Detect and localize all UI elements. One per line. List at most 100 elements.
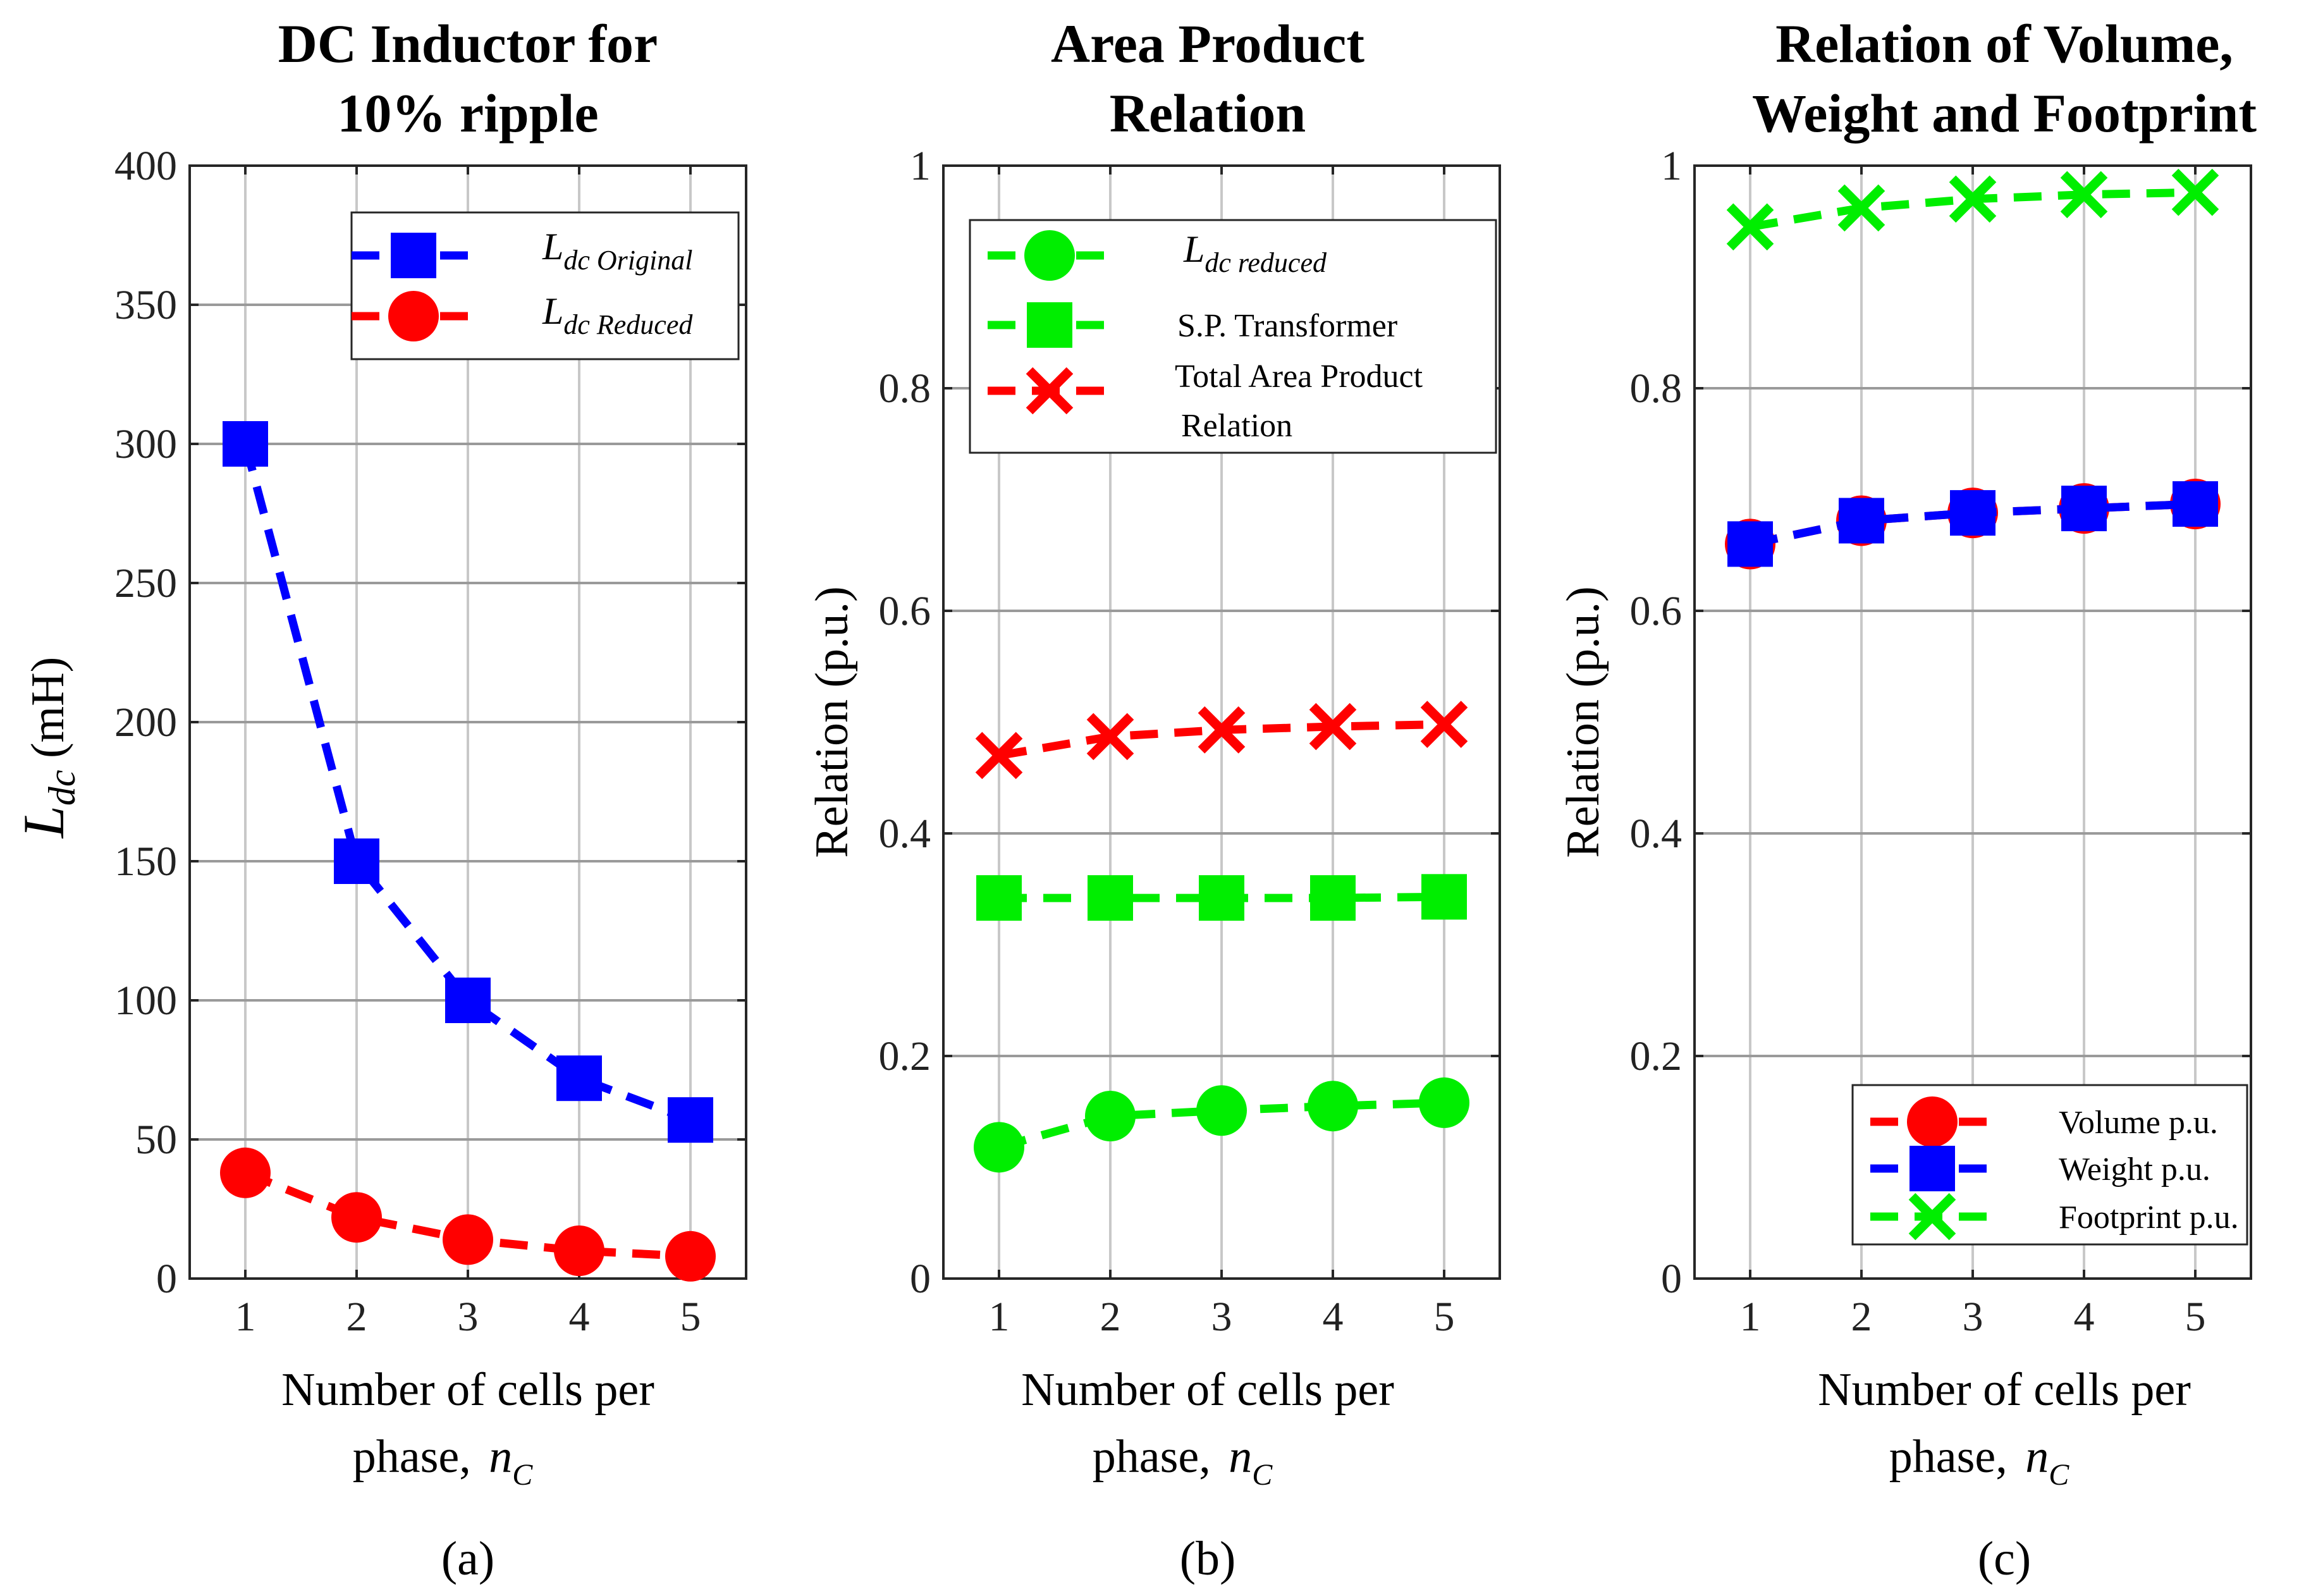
series-1	[974, 1077, 1469, 1173]
x-axis-label-line2: phase, nC	[1889, 1431, 2070, 1492]
y-tick-label: 50	[135, 1117, 177, 1163]
data-point	[1419, 1077, 1469, 1128]
y-tick-label: 350	[114, 282, 177, 328]
data-point	[1837, 184, 1885, 232]
x-tick-label: 3	[1211, 1294, 1232, 1340]
data-point	[974, 1122, 1024, 1173]
x-tick-label: 5	[1434, 1294, 1455, 1340]
x-axis-label-line2: phase, nC	[1093, 1431, 1273, 1492]
data-point	[1950, 490, 1995, 536]
legend: Ldc reduced S.P. Transformer Total Area Pr…	[969, 219, 1497, 454]
data-point	[1839, 498, 1884, 544]
y-axis-label: Relation (p.u.)	[1557, 586, 1609, 858]
y-tick-label: 0.4	[879, 811, 931, 857]
y-tick-label: 1	[1661, 143, 1682, 189]
y-tick-label: 250	[114, 560, 177, 606]
x-tick-label: 4	[2074, 1294, 2095, 1340]
chart-panel-3: 1 2 3 4 5 0 0.2 0.4 0.6 0.8 1 Relation of Volume, We…	[1557, 13, 2257, 1585]
series-2	[976, 874, 1467, 921]
data-point	[445, 978, 491, 1023]
panel-caption: (b)	[1180, 1532, 1236, 1585]
ticks: 1 2 3 4 5 0 0.2 0.4 0.6 0.8 1	[1630, 143, 2251, 1340]
data-point	[1949, 175, 1997, 223]
data-point	[220, 1147, 271, 1198]
x-tick-label: 1	[989, 1294, 1010, 1340]
legend-label: Footprint p.u.	[2059, 1200, 2239, 1236]
panel-caption: (a)	[441, 1532, 494, 1585]
y-tick-label: 400	[114, 143, 177, 189]
x-tick-label: 2	[1851, 1294, 1872, 1340]
legend-label: S.P. Transformer	[1177, 308, 1397, 344]
y-tick-label: 0.8	[1630, 365, 1683, 412]
data-point	[1196, 1085, 1247, 1136]
x-tick-label: 5	[2185, 1294, 2206, 1340]
x-tick-label: 4	[1323, 1294, 1344, 1340]
data-point	[1199, 875, 1244, 921]
data-point	[665, 1231, 716, 1282]
data-point	[668, 1097, 713, 1143]
legend-label: Volume p.u.	[2059, 1105, 2218, 1141]
legend-label: Ldc Reduced	[542, 290, 693, 340]
y-tick-label: 0.8	[879, 365, 931, 412]
y-tick-label: 0.2	[1630, 1033, 1683, 1079]
data-point	[2171, 168, 2219, 216]
y-tick-label: 300	[114, 421, 177, 467]
data-point	[1726, 203, 1774, 251]
data-point	[975, 732, 1023, 780]
legend-marker	[1024, 230, 1075, 281]
legend-label: Ldc Original	[542, 226, 692, 276]
x-tick-label: 3	[458, 1294, 479, 1340]
x-axis-label-line1: Number of cells per	[1818, 1364, 2191, 1416]
x-axis-label-line2: phase, nC	[353, 1431, 534, 1492]
x-tick-label: 4	[569, 1294, 590, 1340]
chart-title-line2: Relation	[1110, 83, 1306, 144]
series-3	[975, 701, 1468, 780]
x-tick-label: 2	[1100, 1294, 1121, 1340]
data-point	[331, 1192, 382, 1243]
series-1	[223, 421, 713, 1143]
ticks: 1 2 3 4 5 0 0.2 0.4 0.6 0.8 1	[879, 143, 1500, 1340]
y-tick-label: 0.6	[879, 588, 931, 634]
chart-panel-2: 1 2 3 4 5 0 0.2 0.4 0.6 0.8 1 Area Product Relation N…	[806, 13, 1501, 1585]
data-point	[1308, 1081, 1358, 1132]
legend-label: Ldc reduced	[1183, 228, 1327, 278]
y-tick-label: 0	[156, 1256, 177, 1302]
chart-title-line1: Area Product	[1051, 13, 1364, 74]
x-tick-label: 1	[235, 1294, 256, 1340]
data-point	[1420, 701, 1468, 748]
chart-title-line2: Weight and Footprint	[1752, 83, 2257, 144]
data-point	[2061, 486, 2107, 532]
y-tick-label: 150	[114, 838, 177, 885]
x-tick-label: 5	[680, 1294, 701, 1340]
y-tick-label: 1	[910, 143, 931, 189]
legend-marker	[1908, 1193, 1956, 1241]
x-axis-label-line1: Number of cells per	[1021, 1364, 1394, 1416]
y-tick-label: 0	[910, 1256, 931, 1302]
data-point	[443, 1214, 493, 1265]
legend-marker	[1907, 1096, 1958, 1147]
series-3	[1726, 168, 2219, 251]
data-point	[1085, 1091, 1136, 1142]
chart-title-line1: Relation of Volume,	[1775, 13, 2233, 74]
panel-caption: (c)	[1978, 1532, 2031, 1585]
data-point	[1727, 521, 1773, 567]
chart-title-line2: 10% ripple	[337, 83, 598, 144]
x-axis-label-line1: Number of cells per	[281, 1364, 654, 1416]
data-point	[1309, 703, 1357, 751]
data-point	[1310, 875, 1356, 921]
y-axis-label: Relation (p.u.)	[806, 586, 858, 858]
x-tick-label: 1	[1740, 1294, 1761, 1340]
data-point	[976, 875, 1022, 921]
data-point	[2060, 171, 2108, 219]
data-point	[334, 838, 379, 884]
legend-marker	[388, 291, 439, 341]
data-point	[1421, 874, 1467, 920]
series-2	[1727, 481, 2218, 567]
legend: Volume p.u. Weight p.u. Footprint p.u.	[1851, 1084, 2248, 1246]
data-point	[1086, 713, 1134, 761]
legend-marker	[391, 233, 436, 278]
data-point	[223, 421, 268, 467]
